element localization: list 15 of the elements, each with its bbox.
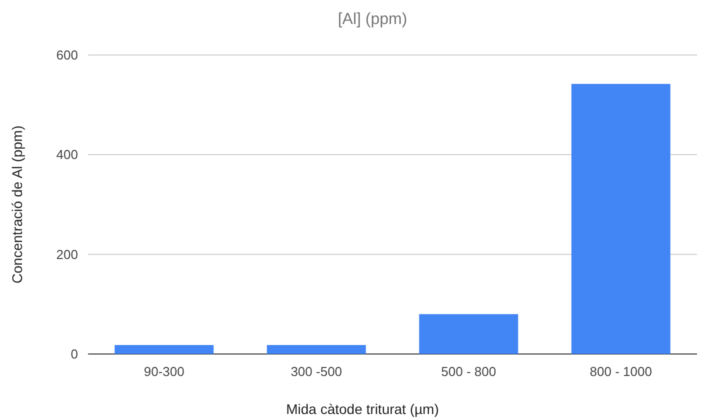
y-axis-title: Concentració de Al (ppm) xyxy=(9,126,25,284)
bar xyxy=(114,345,214,354)
x-tick-label: 500 - 800 xyxy=(441,364,496,379)
bar xyxy=(571,84,670,354)
y-tick-label: 0 xyxy=(70,346,78,362)
y-tick-label: 200 xyxy=(56,246,78,262)
x-tick-label: 300 -500 xyxy=(290,364,342,379)
x-axis-title: Mida càtode triturat (µm) xyxy=(286,401,439,417)
x-tick-label: 90-300 xyxy=(144,364,184,379)
chart-title: [Al] (ppm) xyxy=(338,11,408,28)
y-tick-label: 600 xyxy=(56,48,78,63)
bar xyxy=(419,314,518,354)
x-tick-label: 800 - 1000 xyxy=(590,364,652,379)
bar xyxy=(266,345,366,354)
y-tick-label: 400 xyxy=(56,147,78,162)
